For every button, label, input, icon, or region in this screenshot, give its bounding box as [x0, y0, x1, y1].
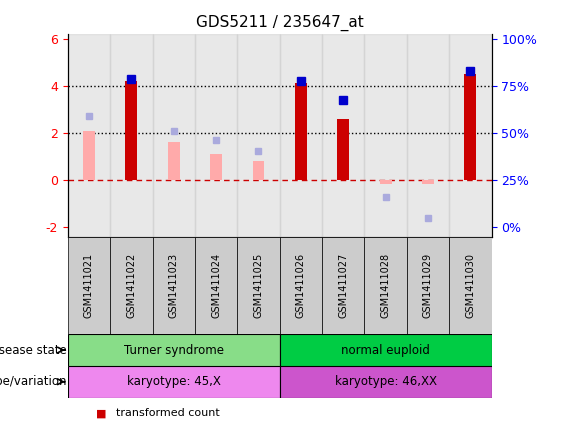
Bar — [68, 366, 280, 398]
FancyBboxPatch shape — [153, 237, 195, 334]
Bar — [253, 161, 264, 180]
Text: GSM1411028: GSM1411028 — [381, 253, 390, 318]
Text: disease state: disease state — [0, 343, 67, 357]
Text: normal euploid: normal euploid — [341, 343, 430, 357]
Text: GSM1411030: GSM1411030 — [466, 253, 475, 318]
Bar — [295, 83, 307, 180]
Text: GSM1411025: GSM1411025 — [254, 253, 263, 318]
Text: karyotype: 45,X: karyotype: 45,X — [127, 375, 221, 388]
Text: GSM1411021: GSM1411021 — [84, 253, 94, 318]
Text: Turner syndrome: Turner syndrome — [124, 343, 224, 357]
Text: karyotype: 46,XX: karyotype: 46,XX — [334, 375, 437, 388]
Text: transformed count: transformed count — [116, 408, 220, 418]
Text: GSM1411029: GSM1411029 — [423, 253, 433, 318]
Bar — [195, 34, 237, 237]
Bar — [153, 34, 195, 237]
Title: GDS5211 / 235647_at: GDS5211 / 235647_at — [196, 15, 363, 31]
FancyBboxPatch shape — [449, 237, 492, 334]
Bar — [280, 334, 492, 366]
Bar — [280, 366, 492, 398]
FancyBboxPatch shape — [407, 237, 449, 334]
FancyBboxPatch shape — [110, 237, 153, 334]
FancyBboxPatch shape — [364, 237, 407, 334]
FancyBboxPatch shape — [322, 237, 364, 334]
Bar — [68, 34, 110, 237]
Text: GSM1411022: GSM1411022 — [127, 253, 136, 318]
FancyBboxPatch shape — [68, 237, 110, 334]
Text: ■: ■ — [96, 408, 107, 418]
Text: genotype/variation: genotype/variation — [0, 375, 67, 388]
Text: GSM1411026: GSM1411026 — [296, 253, 306, 318]
Bar — [83, 131, 95, 180]
Bar — [464, 74, 476, 180]
Bar — [210, 154, 222, 180]
Bar — [68, 334, 280, 366]
FancyBboxPatch shape — [237, 237, 280, 334]
Bar — [407, 34, 449, 237]
Bar — [364, 34, 407, 237]
FancyBboxPatch shape — [195, 237, 237, 334]
Text: GSM1411023: GSM1411023 — [169, 253, 179, 318]
Text: GSM1411027: GSM1411027 — [338, 253, 348, 318]
Bar — [110, 34, 153, 237]
Bar — [449, 34, 492, 237]
Bar — [380, 180, 392, 184]
Text: GSM1411024: GSM1411024 — [211, 253, 221, 318]
FancyBboxPatch shape — [280, 237, 322, 334]
Bar — [237, 34, 280, 237]
Bar — [280, 34, 322, 237]
Bar — [125, 81, 137, 180]
Bar — [422, 180, 434, 184]
Bar — [322, 34, 364, 237]
Bar — [168, 143, 180, 180]
Bar — [337, 119, 349, 180]
